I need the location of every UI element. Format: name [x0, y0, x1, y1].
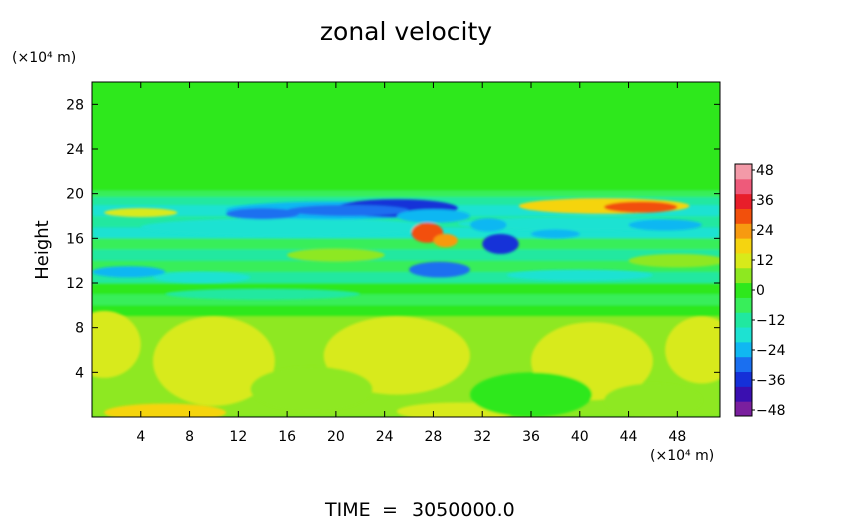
colorbar-step: [735, 341, 752, 358]
y-tick-label: 8: [75, 321, 84, 337]
heatmap-feature: [323, 316, 471, 395]
time-sep: =: [382, 499, 398, 519]
colorbar-step: [735, 327, 752, 343]
heatmap-feature: [604, 201, 678, 213]
heatmap-feature: [104, 403, 227, 417]
colorbar-step: [735, 282, 752, 298]
heatmap-band: [92, 294, 720, 306]
colorbar-step: [735, 252, 752, 269]
y-axis-unit: (×10⁴ m): [12, 50, 76, 66]
colorbar-label: −24: [756, 343, 786, 359]
heatmap-feature: [470, 218, 507, 232]
chart-title: zonal velocity: [320, 17, 492, 46]
heatmap-feature: [409, 261, 471, 278]
x-tick-label: 48: [668, 429, 686, 445]
colorbar-label: −12: [756, 313, 786, 329]
heatmap-feature: [152, 271, 251, 283]
heatmap-band: [92, 283, 720, 295]
heatmap-feature: [152, 316, 275, 406]
colorbar-step: [735, 193, 752, 209]
x-tick-label: 8: [185, 429, 194, 445]
colorbar-label: 48: [756, 163, 774, 179]
heatmap-feature: [628, 219, 702, 231]
y-tick-label: 16: [66, 231, 84, 247]
y-axis: 4 8 12 16 20 24 28: [66, 97, 720, 381]
heatmap-feature: [470, 372, 592, 417]
x-tick-label: 4: [136, 429, 145, 445]
heatmap-plot: [92, 82, 720, 417]
y-tick-label: 12: [66, 276, 84, 292]
y-tick-label: 4: [75, 365, 84, 381]
colorbar-step: [735, 164, 752, 180]
colorbar-step: [735, 297, 752, 313]
x-tick-label: 32: [473, 429, 491, 445]
colorbar: 48 36 24 12 0 −12 −24 −36 −48: [734, 163, 786, 419]
colorbar-step: [735, 223, 752, 239]
colorbar-step: [735, 312, 752, 328]
heatmap-band: [92, 216, 720, 228]
heatmap-band: [92, 260, 720, 272]
heatmap-feature: [92, 266, 166, 278]
colorbar-step: [735, 371, 752, 387]
x-tick-label: 40: [571, 429, 589, 445]
heatmap-band: [92, 271, 720, 283]
heatmap-feature: [165, 288, 361, 300]
heatmap-feature: [287, 204, 410, 217]
heatmap-feature: [396, 209, 471, 223]
x-axis-unit: (×10⁴ m): [650, 448, 714, 464]
time-value: 3050000.0: [412, 499, 515, 519]
heatmap-band: [92, 249, 720, 261]
heatmap-feature: [604, 383, 702, 417]
colorbar-step: [735, 401, 752, 417]
heatmap-feature: [628, 253, 720, 268]
x-tick-label: 24: [376, 429, 394, 445]
colorbar-label: −48: [756, 403, 786, 419]
colorbar-label: 24: [756, 223, 774, 239]
colorbar-label: 12: [756, 253, 774, 269]
x-tick-label: 36: [522, 429, 540, 445]
y-tick-label: 20: [66, 187, 84, 203]
heatmap-band: [92, 238, 720, 250]
plot-frame: [91, 81, 721, 418]
colorbar-step: [735, 386, 752, 402]
time-label: TIME: [324, 499, 371, 519]
x-tick-label: 28: [425, 429, 443, 445]
colorbar-label: 0: [756, 283, 765, 299]
colorbar-label: −36: [756, 373, 786, 389]
colorbar-step: [735, 238, 752, 254]
heatmap-band: [92, 190, 720, 198]
heatmap-feature: [433, 233, 458, 248]
y-tick-label: 24: [66, 142, 84, 158]
heatmap-feature: [250, 366, 373, 412]
heatmap-feature: [665, 316, 720, 384]
y-tick-label: 28: [66, 97, 84, 113]
x-tick-label: 20: [327, 429, 345, 445]
heatmap-band: [92, 227, 720, 239]
heatmap-feature: [482, 233, 519, 254]
colorbar-step: [735, 267, 752, 284]
heatmap-feature: [506, 269, 653, 281]
time-footer: TIME = 3050000.0: [324, 499, 515, 519]
heatmap-feature: [140, 218, 434, 237]
heatmap-band: [92, 305, 720, 317]
colorbar-step: [735, 208, 752, 224]
x-tick-label: 12: [229, 429, 247, 445]
y-axis-label: Height: [32, 220, 53, 280]
colorbar-step: [735, 356, 752, 373]
heatmap-feature: [92, 310, 141, 378]
colorbar-step: [735, 178, 752, 195]
x-axis: 4 8 12 16 20 24 28 32 36 40 44 48: [136, 82, 686, 445]
heatmap-feature: [226, 208, 300, 220]
heatmap-features: [92, 198, 720, 417]
heatmap-feature: [530, 229, 580, 239]
heatmap-feature: [287, 248, 385, 262]
x-tick-label: 16: [278, 429, 296, 445]
colorbar-label: 36: [756, 193, 774, 209]
x-tick-label: 44: [620, 429, 638, 445]
heatmap-feature: [104, 208, 178, 218]
